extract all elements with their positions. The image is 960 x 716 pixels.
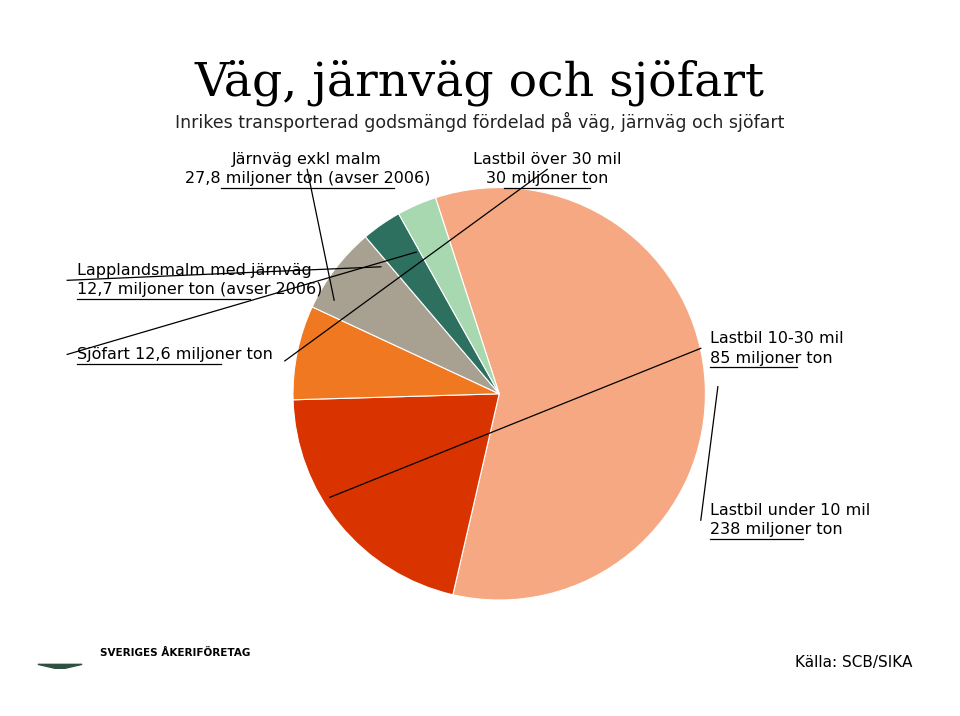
Text: 12,7 miljoner ton (avser 2006): 12,7 miljoner ton (avser 2006) [77,283,323,297]
Text: Sjöfart 12,6 miljoner ton: Sjöfart 12,6 miljoner ton [77,347,273,362]
Text: 85 miljoner ton: 85 miljoner ton [710,351,833,365]
Bar [37,635,83,648]
Text: Väg, järnväg och sjöfart: Väg, järnväg och sjöfart [195,59,765,105]
Text: Källa: SCB/SIKA: Källa: SCB/SIKA [795,655,912,669]
Text: Lapplandsmalm med järnväg: Lapplandsmalm med järnväg [77,263,312,278]
Text: 27,8 miljoner ton (avser 2006): 27,8 miljoner ton (avser 2006) [184,172,430,186]
Text: Inrikes transporterad godsmängd fördelad på väg, järnväg och sjöfart: Inrikes transporterad godsmängd fördelad… [176,112,784,132]
Text: 30 miljoner ton: 30 miljoner ton [486,172,609,186]
Text: Lastbil 10-30 mil: Lastbil 10-30 mil [710,332,844,346]
Wedge shape [293,394,499,595]
Wedge shape [293,307,499,400]
Text: Järnväg exkl malm: Järnväg exkl malm [232,153,382,167]
Wedge shape [312,237,499,394]
Polygon shape [37,664,83,669]
Text: SVERIGES ÅKERIFÖRETAG: SVERIGES ÅKERIFÖRETAG [100,648,251,658]
Text: Lastbil över 30 mil: Lastbil över 30 mil [473,153,621,167]
Bar [37,652,83,664]
Wedge shape [436,188,706,600]
Wedge shape [366,214,499,394]
Wedge shape [398,198,499,394]
Text: 238 miljoner ton: 238 miljoner ton [710,523,843,537]
Text: Lastbil under 10 mil: Lastbil under 10 mil [710,503,871,518]
Text: © Mårten Johansson, Sveriges Åkerföretag, SAGIT Lastsäkringskonferens 23 oktober: © Mårten Johansson, Sveriges Åkerföretag… [198,689,762,703]
